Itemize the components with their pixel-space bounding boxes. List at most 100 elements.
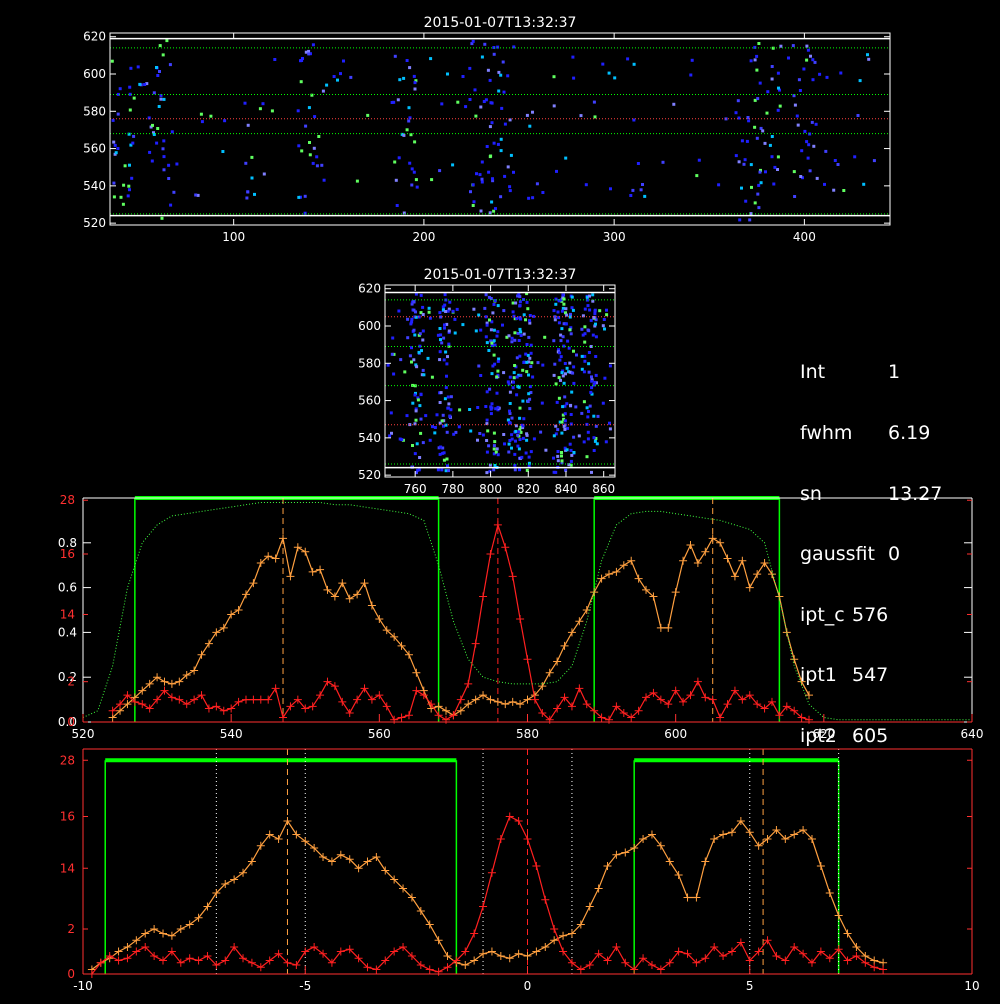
heatmap-pixel xyxy=(303,194,307,198)
heatmap-pixel xyxy=(736,99,740,103)
heatmap-pixel xyxy=(588,294,591,298)
heatmap-pixel xyxy=(158,44,162,48)
heatmap-pixel xyxy=(167,177,171,180)
heatmap-pixel xyxy=(519,373,523,377)
red-point xyxy=(212,961,221,969)
heatmap-pixel xyxy=(442,458,446,462)
heatmap-pixel xyxy=(488,125,492,129)
heatmap-pixel xyxy=(488,78,492,82)
heatmap-pixel xyxy=(296,109,300,113)
heatmap-pixel xyxy=(594,437,598,440)
orange-point xyxy=(353,590,362,599)
heatmap-pixel xyxy=(161,53,165,57)
heatmap-pixel xyxy=(428,316,432,320)
heatmap-pixel xyxy=(525,370,529,374)
heatmap-pixel xyxy=(476,438,479,442)
heatmap-pixel xyxy=(393,54,397,58)
orange-point xyxy=(221,880,230,888)
orange-point xyxy=(145,679,154,688)
heatmap-pixel xyxy=(507,442,511,446)
heatmap-pixel xyxy=(824,149,828,153)
red-point xyxy=(404,711,413,720)
heatmap-pixel xyxy=(414,79,418,83)
orange-point xyxy=(545,668,554,677)
heatmap-pixel xyxy=(566,339,570,343)
red-point xyxy=(692,958,701,967)
heatmap-pixel xyxy=(502,433,506,436)
orange-point xyxy=(496,952,505,960)
red-point xyxy=(264,695,273,704)
orange-point xyxy=(234,606,243,614)
heatmap-pixel xyxy=(435,413,439,417)
heatmap-pixel xyxy=(496,453,500,457)
heatmap-pixel xyxy=(562,417,566,421)
red-point xyxy=(219,706,228,715)
heatmap-pixel xyxy=(561,369,565,373)
heatmap-pixel xyxy=(554,424,558,428)
heatmap-frame xyxy=(384,284,616,478)
red-point xyxy=(627,713,636,722)
red-point xyxy=(419,691,428,700)
orange-point xyxy=(604,570,613,579)
x-tick-label: 640 xyxy=(961,727,984,741)
heatmap-pixel xyxy=(515,356,519,360)
heatmap-pixel xyxy=(317,135,321,138)
heatmap-pixel xyxy=(458,408,462,412)
red-point xyxy=(738,695,747,704)
orange-point xyxy=(760,558,769,567)
orange-point xyxy=(701,547,710,556)
x-tick-label: 780 xyxy=(441,482,464,496)
heatmap-pixel xyxy=(402,133,406,137)
heatmap-pixel xyxy=(508,439,512,442)
heatmap-pixel xyxy=(565,448,569,452)
red-point xyxy=(505,812,514,821)
heatmap-pixel xyxy=(470,42,474,46)
heatmap-pixel xyxy=(304,50,308,54)
heatmap-pixel xyxy=(111,118,115,122)
heatmap-pixel xyxy=(474,329,478,333)
heatmap-pixel xyxy=(626,57,630,61)
heatmap-pixel xyxy=(800,149,804,153)
heatmap-pixel xyxy=(162,155,166,159)
red-point xyxy=(185,954,194,963)
heatmap-pixel xyxy=(447,469,450,473)
x-tick-label: 400 xyxy=(793,230,816,244)
heatmap-pixel xyxy=(492,328,496,332)
heatmap-pixel xyxy=(446,464,449,468)
heatmap-pixel xyxy=(513,317,517,321)
red-point xyxy=(456,695,465,704)
y-tick-label: 560 xyxy=(83,142,106,156)
heatmap-pixel xyxy=(590,470,593,474)
heatmap-pixel xyxy=(563,395,567,399)
heatmap-pixel xyxy=(801,176,804,180)
heatmap-pixel xyxy=(410,360,413,364)
heatmap-pixel xyxy=(672,102,676,106)
x-tick-label: 10 xyxy=(964,979,979,993)
heatmap-pixel xyxy=(400,132,404,136)
orange-point xyxy=(730,572,739,581)
heatmap-pixel xyxy=(484,293,488,297)
red-point xyxy=(479,902,488,911)
orange-point xyxy=(470,956,479,965)
orange-point xyxy=(553,657,562,666)
info-value: 605 xyxy=(852,725,889,748)
heatmap-pixel xyxy=(805,44,809,48)
red-point xyxy=(416,961,425,969)
heatmap-pixel xyxy=(445,322,449,326)
heatmap-pixel xyxy=(572,365,576,369)
heatmap-pixel xyxy=(532,314,536,318)
heatmap-pixel xyxy=(513,463,517,467)
heatmap-pixel xyxy=(591,293,595,297)
heatmap-pixel xyxy=(493,299,497,303)
heatmap-pixel xyxy=(161,147,165,151)
red-point xyxy=(782,702,791,711)
red-point xyxy=(308,702,317,711)
heatmap-pixel xyxy=(529,450,533,454)
heatmap-pixel xyxy=(194,193,198,197)
y-tick-label: 520 xyxy=(358,468,381,482)
orange-point xyxy=(634,574,643,583)
heatmap-pixel xyxy=(412,358,416,362)
heatmap-pixel xyxy=(148,150,152,154)
heatmap-pixel xyxy=(469,429,473,433)
heatmap-pixel xyxy=(570,306,574,310)
